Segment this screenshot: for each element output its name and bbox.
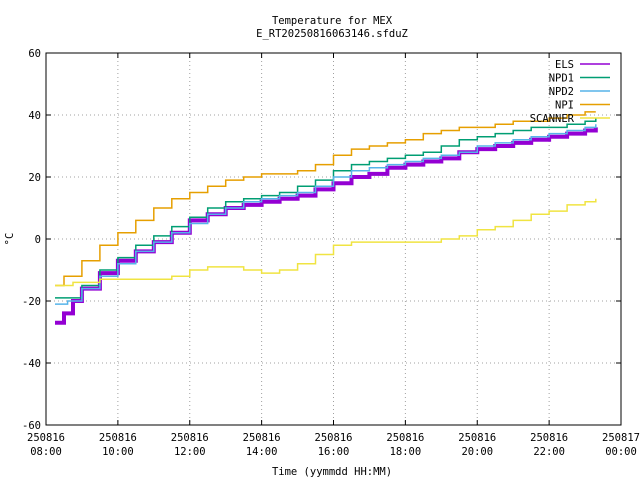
series-lines [55,111,598,325]
x-tick-date: 250816 [315,432,353,444]
x-tick-date: 250816 [243,432,281,444]
y-tick-label: 60 [28,48,41,60]
legend-label: NPD2 [549,86,574,98]
grid-lines [46,53,621,425]
x-tick-time: 20:00 [461,446,493,458]
y-tick-label: 20 [28,172,41,184]
legend-label: ELS [555,59,574,71]
series-line-scanner [55,198,597,287]
legend-label: SCANNER [530,113,575,125]
chart-title: Temperature for MEX [272,15,393,27]
y-tick-label: -20 [22,296,41,308]
legend-label: NPI [555,100,574,112]
y-tick-label: 0 [35,234,41,246]
y-tick-label: -60 [22,420,41,432]
x-tick-date: 250816 [171,432,209,444]
x-tick-date: 250816 [99,432,137,444]
x-tick-time: 14:00 [246,446,278,458]
series-line-npd2 [55,124,597,305]
x-tick-date: 250817 [602,432,640,444]
x-tick-time: 16:00 [318,446,350,458]
chart-subtitle: E_RT20250816063146.sfduZ [256,28,408,40]
y-tick-label: -40 [22,358,41,370]
x-tick-date: 250816 [458,432,496,444]
x-tick-time: 22:00 [533,446,565,458]
x-tick-time: 10:00 [102,446,134,458]
x-tick-date: 250816 [386,432,424,444]
x-tick-time: 00:00 [605,446,637,458]
y-tick-label: 40 [28,110,41,122]
x-tick-date: 250816 [530,432,568,444]
legend-label: NPD1 [549,73,574,85]
series-line-npi [55,111,596,287]
x-axis-label: Time (yymmdd HH:MM) [272,466,392,478]
x-tick-time: 18:00 [390,446,422,458]
y-axis-label: °C [4,233,16,246]
x-tick-time: 12:00 [174,446,206,458]
y-axis-ticks: -60 -40 -20 0 20 40 60 [22,48,621,432]
x-tick-time: 08:00 [30,446,62,458]
x-axis-ticks: 250816 08:00 250816 10:00 250816 12:00 250816 1… [27,53,640,458]
x-tick-date: 250816 [27,432,65,444]
